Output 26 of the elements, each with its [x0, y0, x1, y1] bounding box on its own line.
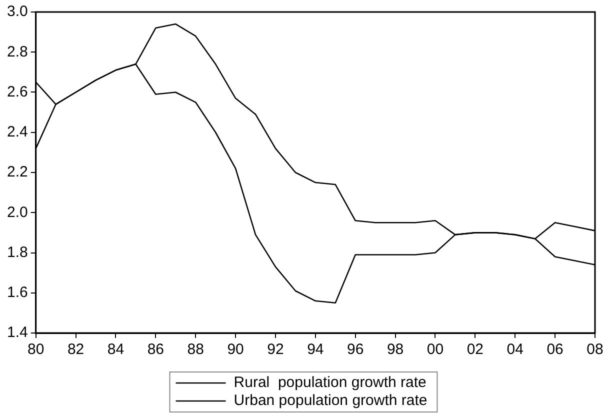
- x-tick-label: 08: [586, 341, 604, 358]
- x-tick-label: 90: [227, 341, 244, 358]
- y-tick-label: 2.4: [6, 124, 28, 141]
- x-tick-label: 80: [28, 341, 44, 358]
- x-tick-label: 06: [546, 341, 564, 358]
- x-tick-label: 04: [506, 341, 524, 358]
- x-tick-label: 96: [347, 341, 364, 358]
- x-tick-label: 88: [187, 341, 204, 358]
- x-tick-label: 98: [386, 341, 404, 358]
- y-tick-label: 1.8: [6, 244, 28, 261]
- x-tick-label: 86: [147, 341, 164, 358]
- x-tick-label: 92: [267, 341, 284, 358]
- y-tick-label: 2.8: [6, 43, 28, 60]
- legend-label: Urban population growth rate: [234, 392, 428, 410]
- y-tick-label: 2.2: [6, 164, 28, 181]
- y-tick-label: 3.0: [6, 3, 28, 20]
- y-tick-label: 2.6: [6, 83, 28, 100]
- y-tick-label: 1.6: [6, 284, 28, 302]
- y-tick-label: 1.4: [6, 324, 28, 342]
- x-tick-label: 84: [107, 341, 124, 358]
- x-tick-label: 82: [67, 341, 84, 358]
- x-tick-label: 00: [426, 341, 444, 358]
- legend-label: Rural population growth rate: [234, 374, 426, 392]
- y-tick-label: 2.0: [6, 204, 28, 221]
- x-tick-label: 94: [307, 341, 324, 358]
- x-tick-label: 02: [466, 341, 484, 358]
